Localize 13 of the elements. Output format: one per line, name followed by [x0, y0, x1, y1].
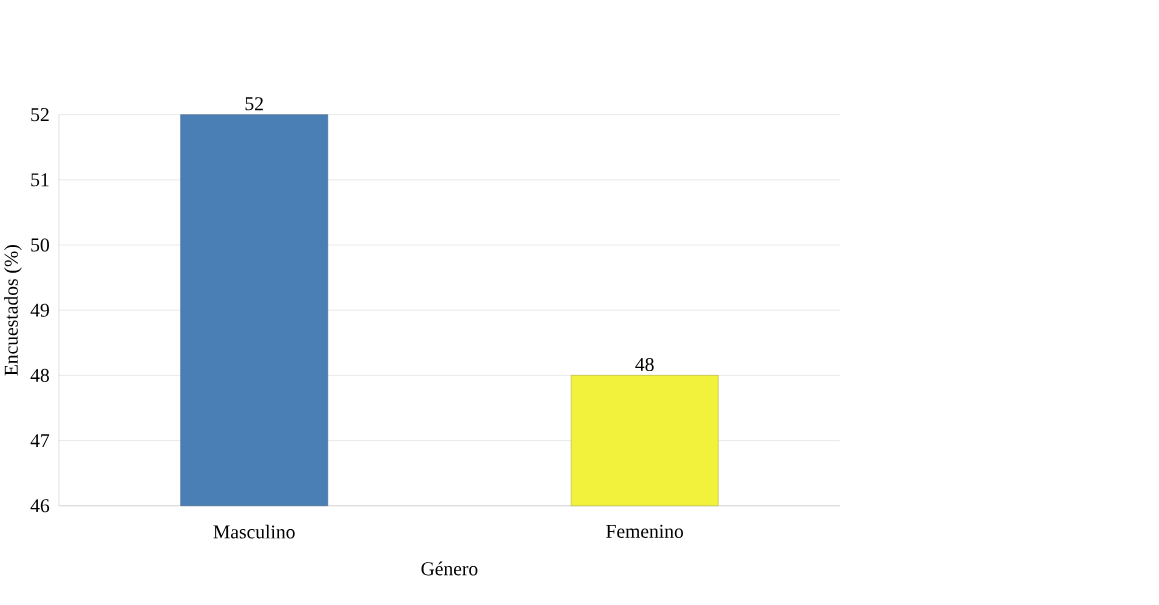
data-label: 52	[245, 97, 263, 111]
x-axis-title: Género	[421, 561, 478, 576]
y-tick-label: 52	[31, 108, 49, 122]
y-tick-label: 48	[30, 368, 49, 382]
data-label: 48	[635, 357, 654, 372]
y-tick-label: 51	[31, 173, 49, 187]
y-tick-label: 46	[30, 499, 50, 513]
y-tick-label: 49	[30, 303, 49, 317]
y-tick-label: 47	[30, 434, 50, 447]
y-axis-title: Encuestados (%)	[4, 245, 22, 376]
x-tick-label: Femenino	[606, 524, 684, 538]
y-tick-label: 50	[31, 238, 49, 252]
x-tick-label: Masculino	[213, 524, 295, 539]
